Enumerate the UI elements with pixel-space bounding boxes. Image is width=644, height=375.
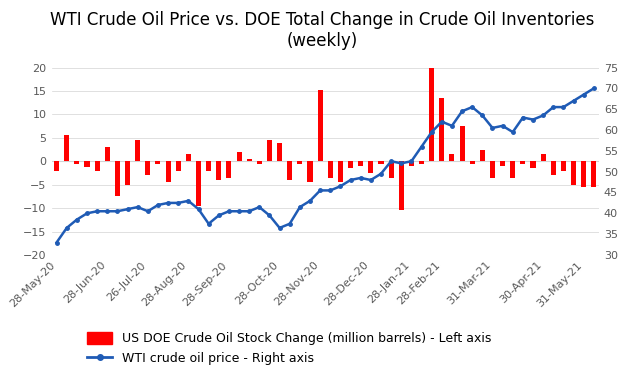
Bar xyxy=(490,161,495,178)
Bar xyxy=(54,161,59,171)
Bar xyxy=(591,161,596,187)
Bar xyxy=(551,161,556,176)
Bar xyxy=(216,161,222,180)
Bar xyxy=(540,154,545,161)
Bar xyxy=(236,152,242,161)
Bar xyxy=(247,159,252,161)
Legend: US DOE Crude Oil Stock Change (million barrels) - Left axis, WTI crude oil price: US DOE Crude Oil Stock Change (million b… xyxy=(84,328,495,369)
Bar xyxy=(419,161,424,164)
Bar xyxy=(520,161,526,164)
Bar xyxy=(460,126,464,161)
Bar xyxy=(561,161,566,171)
Bar xyxy=(146,161,150,176)
Bar xyxy=(84,161,90,167)
Bar xyxy=(95,161,100,171)
Bar xyxy=(155,161,160,164)
Bar xyxy=(196,161,201,206)
Bar xyxy=(186,154,191,161)
Bar xyxy=(307,161,312,182)
Bar xyxy=(287,161,292,180)
Bar xyxy=(328,161,333,178)
Bar xyxy=(571,161,576,185)
Bar xyxy=(429,68,434,161)
Bar xyxy=(581,161,586,187)
Bar xyxy=(531,161,536,168)
Bar xyxy=(176,161,181,171)
Bar xyxy=(206,161,211,171)
Bar xyxy=(166,161,171,182)
Bar xyxy=(358,161,363,166)
Bar xyxy=(338,161,343,182)
Bar xyxy=(480,150,485,161)
Bar xyxy=(135,140,140,161)
Bar xyxy=(388,161,393,178)
Bar xyxy=(227,161,231,178)
Bar xyxy=(125,161,130,185)
Bar xyxy=(277,142,282,161)
Bar xyxy=(399,161,404,210)
Bar xyxy=(379,161,384,164)
Bar xyxy=(439,98,444,161)
Bar xyxy=(450,154,455,161)
Bar xyxy=(298,161,303,164)
Bar xyxy=(510,161,515,178)
Bar xyxy=(64,135,70,161)
Bar xyxy=(348,161,353,168)
Bar xyxy=(267,140,272,161)
Bar xyxy=(105,147,110,161)
Text: WTI Crude Oil Price vs. DOE Total Change in Crude Oil Inventories
(weekly): WTI Crude Oil Price vs. DOE Total Change… xyxy=(50,11,594,50)
Bar xyxy=(74,161,79,164)
Bar xyxy=(115,161,120,196)
Bar xyxy=(500,161,505,166)
Bar xyxy=(469,161,475,164)
Bar xyxy=(257,161,262,164)
Bar xyxy=(409,161,414,166)
Bar xyxy=(317,90,323,161)
Bar xyxy=(368,161,374,173)
